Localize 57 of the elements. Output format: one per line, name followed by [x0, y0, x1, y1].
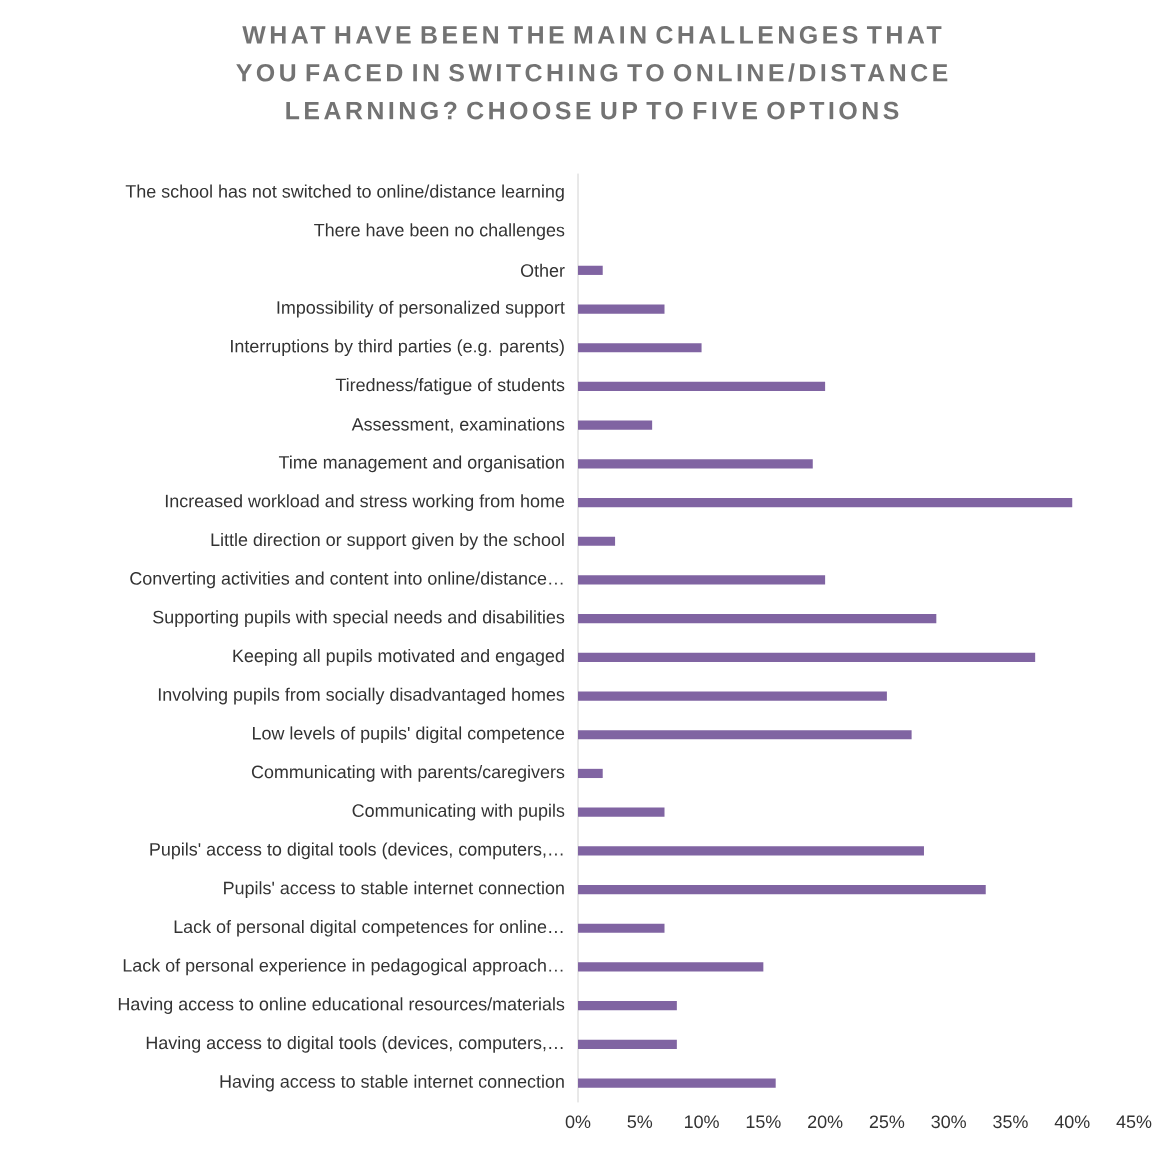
y-tick-label: Having access to online educational resources/materials: [118, 997, 565, 1014]
y-tick-label: Converting activities and content into online/distance…: [130, 571, 563, 589]
x-tick-label: 20%: [808, 1115, 843, 1129]
y-tick-label: Little direction or support given by the school: [211, 532, 564, 550]
y-tick-label: Impossibility of personalized support: [277, 300, 565, 318]
y-tick-label: Supporting pupils with special needs and disabilities: [153, 610, 565, 627]
x-tick-label: 25%: [869, 1115, 905, 1129]
bar: [578, 768, 603, 779]
bar: [578, 884, 986, 895]
x-tick-label: 35%: [993, 1115, 1028, 1129]
bar: [578, 1078, 776, 1088]
y-tick-label: Low levels of pupils' digital competence: [253, 726, 565, 744]
bar: [578, 575, 826, 585]
bar: [578, 381, 826, 392]
bar: [578, 1001, 677, 1011]
y-tick-label: Lack of personal experience in pedagogical approach…: [123, 958, 563, 976]
y-tick-label: Other: [520, 263, 565, 277]
y-tick-label: Assessment, examinations: [351, 417, 565, 433]
bar: [578, 962, 764, 972]
y-tick-label: Keeping all pupils motivated and engaged: [233, 648, 564, 666]
bar: [578, 730, 912, 740]
y-tick-label: There have been no challenges: [314, 223, 565, 240]
bar: [578, 923, 665, 933]
bar: [578, 304, 665, 314]
bar: [578, 846, 924, 856]
bar: [578, 652, 1036, 662]
y-tick-label: Having access to stable internet connection: [220, 1074, 564, 1092]
y-tick-label: Increased workload and stress working from home: [165, 494, 565, 511]
y-tick-label: The school has not switched to online/distance learning: [125, 184, 564, 202]
x-tick-label: 45%: [1116, 1115, 1152, 1129]
x-tick-label: 10%: [685, 1115, 719, 1129]
y-tick-label: Pupils' access to stable internet connection: [224, 881, 564, 898]
x-tick-label: 0%: [565, 1115, 591, 1129]
bar: [578, 265, 603, 275]
bar: [578, 420, 653, 430]
y-tick-label: Communicating with pupils: [352, 803, 565, 821]
y-tick-label: Time management and organisation: [278, 455, 564, 473]
x-tick-label: 30%: [931, 1115, 966, 1129]
bar: [578, 807, 665, 817]
bar: [578, 343, 702, 353]
bar: [578, 497, 1073, 508]
y-tick-label: Having access to digital tools (devices, computers,…: [146, 1035, 563, 1053]
bar: [578, 691, 887, 701]
x-tick-label: 5%: [627, 1115, 653, 1129]
bar: [578, 459, 813, 469]
bar: [578, 614, 937, 624]
y-tick-label: Lack of personal digital competences for online…: [174, 919, 563, 937]
chart-title: WHAT HAVE BEEN THE MAIN CHALLENGES THAT YOU FACED IN SWITCHING TO ONLINE/DISTANCE LEARNING? CHOOSE UP TO FIVE OPTIONS: [236, 26, 948, 120]
y-tick-label: Interruptions by third parties (e.g. parents): [231, 339, 564, 357]
x-tick-label: 15%: [746, 1115, 781, 1129]
y-tick-label: Pupils' access to digital tools (devices, computers,…: [150, 842, 563, 860]
bar: [578, 1039, 677, 1049]
y-tick-label: Communicating with parents/caregivers: [251, 765, 565, 782]
y-tick-label: Tiredness/fatigue of students: [335, 378, 565, 395]
y-tick-label: Involving pupils from socially disadvantaged homes: [158, 687, 565, 705]
bar: [578, 536, 616, 546]
x-tick-label: 40%: [1054, 1115, 1090, 1129]
